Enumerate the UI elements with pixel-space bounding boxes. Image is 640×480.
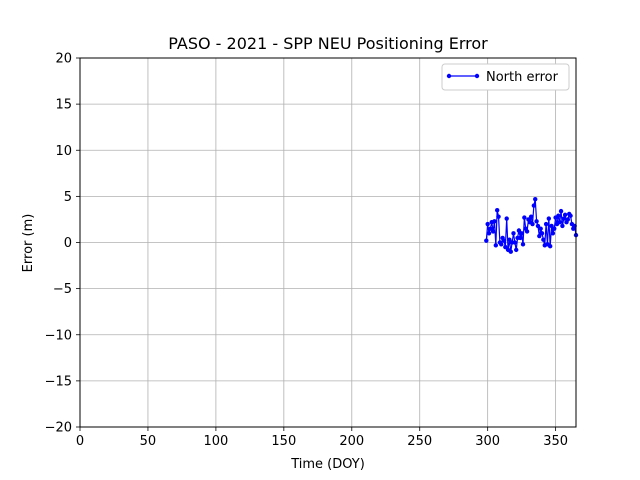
data-point-north-error xyxy=(538,226,543,231)
y-tick-label: 0 xyxy=(64,236,72,251)
y-tick-label: 10 xyxy=(55,144,72,159)
data-point-north-error xyxy=(552,226,557,231)
data-point-north-error xyxy=(535,223,541,229)
data-point-north-error xyxy=(541,237,546,242)
data-point-north-error xyxy=(484,238,489,243)
data-point-north-error xyxy=(486,231,492,236)
data-point-north-error xyxy=(488,226,493,231)
data-point-north-error xyxy=(501,238,507,243)
data-point-north-error xyxy=(546,216,552,221)
data-point-north-error xyxy=(565,217,571,222)
data-point-north-error xyxy=(524,229,530,234)
data-series-layer xyxy=(484,196,579,254)
data-point-north-error xyxy=(537,233,542,239)
data-point-north-error xyxy=(516,228,522,233)
data-point-north-error xyxy=(518,235,523,241)
legend: North error xyxy=(441,63,570,91)
legend-box xyxy=(441,63,570,91)
data-point-north-error xyxy=(547,243,553,249)
x-tick-label: 250 xyxy=(407,434,432,449)
data-point-north-error xyxy=(561,216,566,221)
data-point-north-error xyxy=(549,223,554,229)
data-point-north-error xyxy=(493,243,499,248)
x-tick-label: 150 xyxy=(271,434,296,449)
data-point-north-error xyxy=(534,219,539,224)
data-point-north-error xyxy=(568,213,573,218)
data-point-north-error xyxy=(528,214,534,219)
legend-marker-swatch xyxy=(446,73,452,79)
y-tick-label: 15 xyxy=(55,98,72,113)
y-axis-ticks: −20 −15 −10 −5 0 5 10 15 20 xyxy=(45,52,80,436)
data-point-north-error xyxy=(514,247,519,253)
data-point-north-error xyxy=(556,213,561,218)
data-point-north-error xyxy=(543,221,549,227)
data-point-north-error xyxy=(522,215,527,220)
data-point-north-error xyxy=(496,214,501,219)
data-point-north-error xyxy=(520,242,526,247)
data-point-north-error xyxy=(550,231,556,236)
data-point-north-error xyxy=(539,231,545,236)
legend-label-north-error: North error xyxy=(486,70,559,85)
chart-title: PASO - 2021 - SPP NEU Positioning Error xyxy=(168,34,488,53)
data-point-north-error xyxy=(533,196,538,202)
data-point-north-error xyxy=(511,231,516,236)
data-point-north-error xyxy=(531,203,537,208)
data-point-north-error xyxy=(560,223,565,229)
y-tick-label: −15 xyxy=(45,374,72,389)
x-tick-label: 350 xyxy=(543,434,568,449)
x-axis-label: Time (DOY) xyxy=(290,457,365,472)
data-point-north-error xyxy=(499,242,504,247)
data-point-north-error xyxy=(504,216,509,221)
data-point-north-error xyxy=(508,249,513,254)
data-point-north-error xyxy=(490,229,496,234)
data-point-north-error xyxy=(530,221,535,227)
data-point-north-error xyxy=(503,244,508,250)
y-tick-label: 5 xyxy=(64,190,72,205)
data-point-north-error xyxy=(557,220,562,225)
y-tick-label: −10 xyxy=(45,328,72,343)
x-tick-label: 50 xyxy=(140,434,157,449)
y-tick-label: −20 xyxy=(45,421,72,436)
legend-marker-swatch xyxy=(474,73,480,79)
data-point-north-error xyxy=(492,219,497,224)
y-tick-label: 20 xyxy=(55,52,72,67)
x-tick-label: 0 xyxy=(76,434,84,449)
x-tick-label: 200 xyxy=(339,434,364,449)
x-tick-label: 300 xyxy=(475,434,500,449)
data-point-north-error xyxy=(519,231,524,236)
data-point-north-error xyxy=(485,221,490,227)
data-point-north-error xyxy=(562,212,568,218)
data-point-north-error xyxy=(558,208,564,214)
x-axis-ticks: 0 50 100 150 200 250 300 350 xyxy=(76,427,568,449)
data-point-north-error xyxy=(512,240,518,245)
y-tick-label: −5 xyxy=(53,282,72,297)
x-tick-label: 100 xyxy=(203,434,228,449)
data-point-north-error xyxy=(507,237,512,242)
data-point-north-error xyxy=(494,208,500,213)
y-axis-label: Error (m) xyxy=(21,214,36,273)
